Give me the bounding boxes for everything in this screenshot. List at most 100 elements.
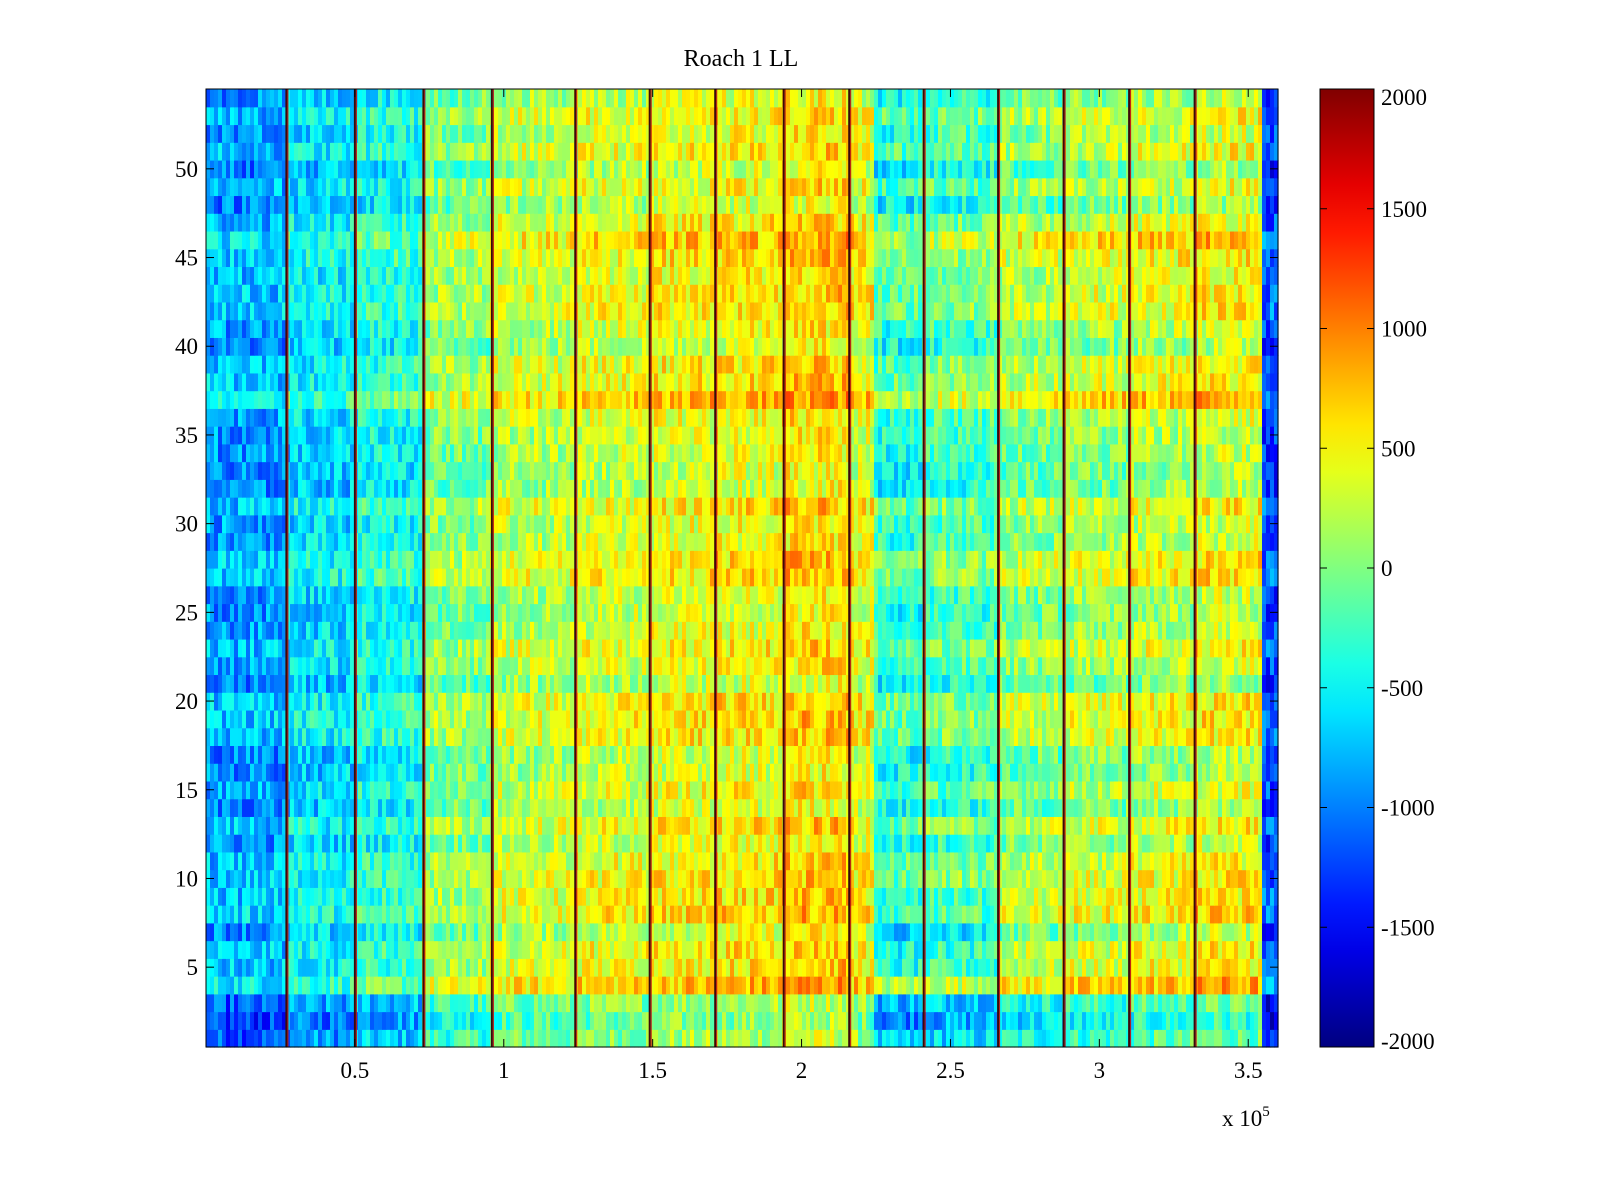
heatmap-cell (766, 745, 771, 764)
heatmap-cell (1142, 887, 1147, 906)
heatmap-cell (854, 816, 859, 835)
heatmap-cell (718, 709, 723, 729)
heatmap-cell (466, 745, 471, 764)
heatmap-cell (1238, 1029, 1243, 1048)
heatmap-cell (770, 1011, 775, 1030)
heatmap-cell (482, 851, 487, 871)
heatmap-cell (1030, 905, 1035, 924)
heatmap-cell (1214, 745, 1219, 764)
heatmap-cell (774, 816, 779, 835)
heatmap-cell (1230, 763, 1235, 782)
heatmap-cell (226, 834, 231, 853)
heatmap-cell (690, 745, 695, 764)
heatmap-cell (1010, 869, 1015, 888)
heatmap-cell (854, 993, 859, 1013)
heatmap-cell (738, 976, 743, 995)
heatmap-cell (734, 993, 739, 1013)
heatmap-cell (754, 993, 759, 1013)
heatmap-cell (634, 922, 639, 942)
heatmap-cell (638, 745, 643, 764)
heatmap-cell (402, 763, 407, 782)
heatmap-cell (526, 816, 531, 835)
heatmap-cell (998, 940, 1003, 959)
heatmap-cell (470, 780, 475, 800)
heatmap-cell (878, 905, 883, 924)
heatmap-cell (1102, 851, 1107, 871)
heatmap-cell (542, 851, 547, 871)
heatmap-cell (542, 1029, 547, 1048)
heatmap-cell (458, 993, 463, 1013)
heatmap-cell (870, 905, 875, 924)
heatmap-cell (438, 869, 443, 888)
heatmap-cell (822, 940, 827, 959)
heatmap-cell (814, 1011, 819, 1030)
heatmap-cell (1018, 851, 1023, 871)
heatmap-cell (930, 940, 935, 959)
heatmap-cell (470, 922, 475, 942)
heatmap-cell (866, 869, 871, 888)
heatmap-cell (642, 1029, 647, 1048)
heatmap-cell (514, 958, 519, 977)
heatmap-cell (1130, 922, 1135, 942)
heatmap-cell (958, 1011, 963, 1030)
heatmap-cell (746, 905, 751, 924)
heatmap-cell (850, 887, 855, 906)
heatmap-cell (670, 745, 675, 764)
heatmap-cell (1118, 1011, 1123, 1030)
heatmap-cell (522, 993, 527, 1013)
heatmap-cell (442, 745, 447, 764)
heatmap-cell (938, 976, 943, 995)
heatmap-cell (290, 727, 295, 747)
heatmap-cell (1214, 1029, 1219, 1048)
heatmap-cell (1178, 834, 1183, 853)
heatmap-cell (1042, 940, 1047, 959)
heatmap-cell (790, 922, 795, 942)
heatmap-cell (1026, 869, 1031, 888)
heatmap-cell (274, 780, 279, 800)
heatmap-cell (1146, 816, 1151, 835)
heatmap-cell (650, 958, 655, 977)
heatmap-cell (274, 922, 279, 942)
heatmap-cell (858, 922, 863, 942)
heatmap-cell (1142, 851, 1147, 871)
heatmap-cell (850, 940, 855, 959)
heatmap-cell (686, 816, 691, 835)
heatmap-cell (522, 798, 527, 817)
heatmap-cell (442, 727, 447, 747)
heatmap-cell (310, 958, 315, 977)
heatmap-cell (1070, 1011, 1075, 1030)
heatmap-cell (1074, 1029, 1079, 1048)
heatmap-cell (558, 905, 563, 924)
heatmap-cell (226, 887, 231, 906)
heatmap-cell (706, 1029, 711, 1048)
heatmap-cell (910, 1011, 915, 1030)
heatmap-cell (1118, 816, 1123, 835)
heatmap-cell (1130, 780, 1135, 800)
heatmap-cell (322, 905, 327, 924)
heatmap-cell (622, 745, 627, 764)
heatmap-cell (342, 958, 347, 977)
heatmap-cell (346, 993, 351, 1013)
heatmap-cell (430, 727, 435, 747)
heatmap-cell (842, 763, 847, 782)
heatmap-cell (1218, 745, 1223, 764)
heatmap-cell (662, 958, 667, 977)
heatmap-cell (654, 709, 659, 729)
heatmap-cell (1270, 940, 1275, 959)
heatmap-cell (322, 958, 327, 977)
heatmap-cell (1166, 780, 1171, 800)
heatmap-cell (954, 798, 959, 817)
heatmap-cell (654, 745, 659, 764)
heatmap-cell (266, 922, 271, 942)
heatmap-cell (330, 869, 335, 888)
heatmap-cell (802, 798, 807, 817)
heatmap-cell (962, 958, 967, 977)
heatmap-cell (242, 834, 247, 853)
heatmap-cell (1038, 763, 1043, 782)
heatmap-cell (1074, 798, 1079, 817)
heatmap-cell (454, 727, 459, 747)
heatmap-cell (934, 869, 939, 888)
heatmap-cell (610, 851, 615, 871)
heatmap-cell (1234, 993, 1239, 1013)
heatmap-cell (1098, 727, 1103, 747)
